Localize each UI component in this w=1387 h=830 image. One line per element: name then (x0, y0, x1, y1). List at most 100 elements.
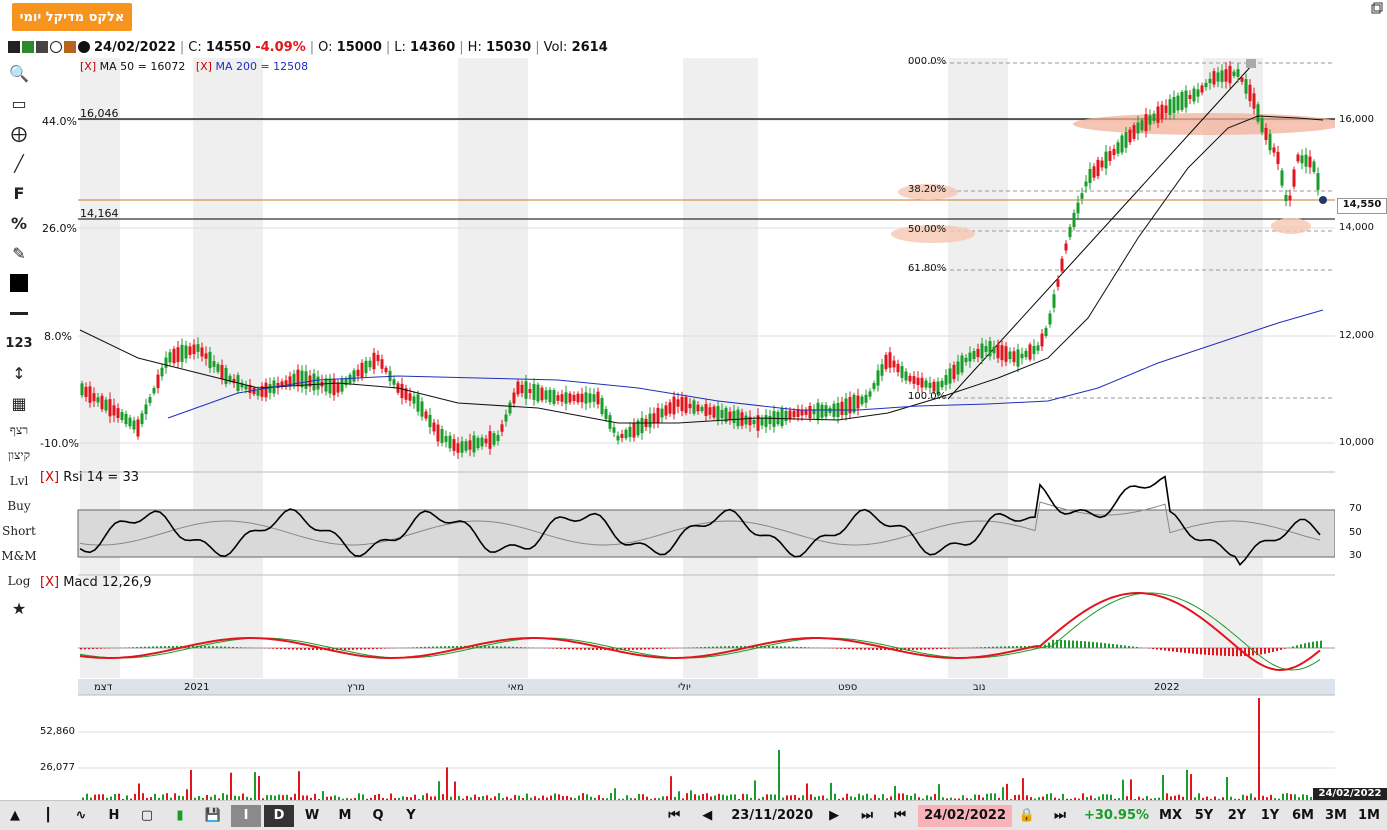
macd-histogram-bar (412, 647, 414, 648)
chart-area[interactable]: [X] MA 50 = 16072 [X] MA 200 = 12508 44.… (38, 58, 1335, 800)
numbers-icon[interactable]: 123 (0, 328, 38, 358)
candle-body (601, 398, 604, 414)
candle-body (473, 436, 476, 453)
volume-bar (138, 784, 140, 800)
hlc-chart-icon[interactable]: H (99, 805, 129, 827)
color-swatch-icon[interactable] (0, 268, 38, 298)
range-1m-button[interactable]: 1M (1354, 805, 1384, 827)
tool-buy[interactable]: Buy (0, 493, 38, 518)
macd-histogram-bar (148, 647, 150, 648)
save-icon[interactable]: 💾 (198, 805, 228, 827)
range-3m-button[interactable]: 3M (1321, 805, 1351, 827)
start-first-icon[interactable]: ⏮ (659, 805, 689, 827)
chat-icon[interactable] (78, 41, 90, 53)
macd-histogram-bar (872, 648, 874, 650)
period-weekly-button[interactable]: W (297, 805, 327, 827)
pct-label-1: 44.0% (42, 115, 77, 128)
line-chart-icon[interactable]: ∿ (66, 805, 96, 827)
edit-icon[interactable]: ✎ (0, 238, 38, 268)
volume-bar (678, 791, 680, 800)
candle-body (177, 347, 180, 362)
search-icon[interactable]: 🔍 (0, 58, 38, 88)
chart-title-tab[interactable]: אלקס מדיקל יומי (12, 3, 132, 31)
registered-icon[interactable] (50, 41, 62, 53)
remove-ma200-button[interactable]: [X] (196, 60, 212, 73)
macd-histogram-bar (316, 648, 318, 650)
macd-histogram-bar (240, 647, 242, 648)
remove-macd-button[interactable]: [X] (40, 575, 59, 590)
restore-window-icon[interactable] (1371, 2, 1383, 17)
bars-icon[interactable] (36, 41, 48, 53)
fibonacci-icon[interactable]: F (0, 178, 38, 208)
remove-rsi-button[interactable]: [X] (40, 470, 59, 485)
macd-histogram-bar (1008, 646, 1010, 648)
start-prev-icon[interactable]: ◀ (692, 805, 722, 827)
candle-body (1061, 259, 1064, 272)
high-value: 15030 (486, 40, 531, 55)
range-6m-button[interactable]: 6M (1288, 805, 1318, 827)
candle-body (125, 414, 128, 424)
period-quarterly-button[interactable]: Q (363, 805, 393, 827)
macd-histogram-bar (1176, 648, 1178, 652)
tool-extreme[interactable]: קיצון (0, 443, 38, 468)
end-first-icon[interactable]: ⏮ (885, 805, 915, 827)
period-intraday-button[interactable]: I (231, 805, 261, 827)
candle-body (269, 384, 272, 393)
tool-lvl[interactable]: Lvl (0, 468, 38, 493)
volume-bar (1082, 793, 1084, 800)
tool-mm[interactable]: M&M (0, 543, 38, 568)
star-icon[interactable]: ★ (0, 593, 38, 623)
start-date[interactable]: 23/11/2020 (725, 805, 819, 827)
macd-histogram-bar (272, 648, 274, 649)
candle-body (529, 389, 532, 393)
colored-bars-icon[interactable]: ▮ (165, 805, 195, 827)
candle-body (465, 441, 468, 450)
candle-body (205, 353, 208, 358)
compare-icon[interactable] (22, 41, 34, 53)
ohlc-chart-icon[interactable]: ┃ (33, 805, 63, 827)
tool-log[interactable]: Log (0, 568, 38, 593)
candle-body (1045, 328, 1048, 336)
crosshair-icon[interactable]: ⨁ (0, 118, 38, 148)
line-width-icon[interactable] (0, 298, 38, 328)
candle-body (689, 404, 692, 408)
volume-bar (754, 780, 756, 800)
range-mx-button[interactable]: MX (1155, 805, 1186, 827)
end-date[interactable]: 24/02/2022 (918, 805, 1012, 827)
range-1y-button[interactable]: 1Y (1255, 805, 1285, 827)
tool-short[interactable]: Short (0, 518, 38, 543)
period-yearly-button[interactable]: Y (396, 805, 426, 827)
macd-histogram-bar (808, 647, 810, 648)
candle-body (677, 399, 680, 406)
range-2y-button[interactable]: 2Y (1222, 805, 1252, 827)
macd-histogram-bar (504, 647, 506, 648)
period-daily-button[interactable]: D (264, 805, 294, 827)
remove-ma50-button[interactable]: [X] (80, 60, 96, 73)
candle-body (1017, 349, 1020, 366)
range-5y-button[interactable]: 5Y (1189, 805, 1219, 827)
start-next-icon[interactable]: ▶ (819, 805, 849, 827)
photo-icon[interactable] (64, 41, 76, 53)
close-label: C: (188, 40, 201, 55)
vertical-arrow-icon[interactable]: ↕ (0, 358, 38, 388)
macd-histogram-bar (876, 648, 878, 650)
close-value: 14550 (206, 40, 251, 55)
percent-icon[interactable]: % (0, 208, 38, 238)
macd-histogram-bar (1116, 644, 1118, 648)
bar-chart-icon[interactable]: ▢ (132, 805, 162, 827)
candles-icon[interactable]: ▦ (0, 388, 38, 418)
candle-chart-icon[interactable]: ▲ (0, 805, 30, 827)
candle-body (569, 394, 572, 403)
macd-histogram-bar (172, 646, 174, 648)
eraser-icon[interactable]: ▭ (0, 88, 38, 118)
end-last-icon[interactable]: ⏭ (1045, 805, 1075, 827)
macd-histogram-bar (1184, 648, 1186, 653)
period-monthly-button[interactable]: M (330, 805, 360, 827)
start-last-icon[interactable]: ⏭ (852, 805, 882, 827)
macd-histogram-bar (648, 648, 650, 649)
lock-icon[interactable]: 🔒 (1012, 805, 1042, 827)
macd-histogram-bar (720, 646, 722, 648)
draw-icon[interactable] (8, 41, 20, 53)
line-tool-icon[interactable]: ╱ (0, 148, 38, 178)
tool-streak[interactable]: רצף (0, 418, 38, 443)
